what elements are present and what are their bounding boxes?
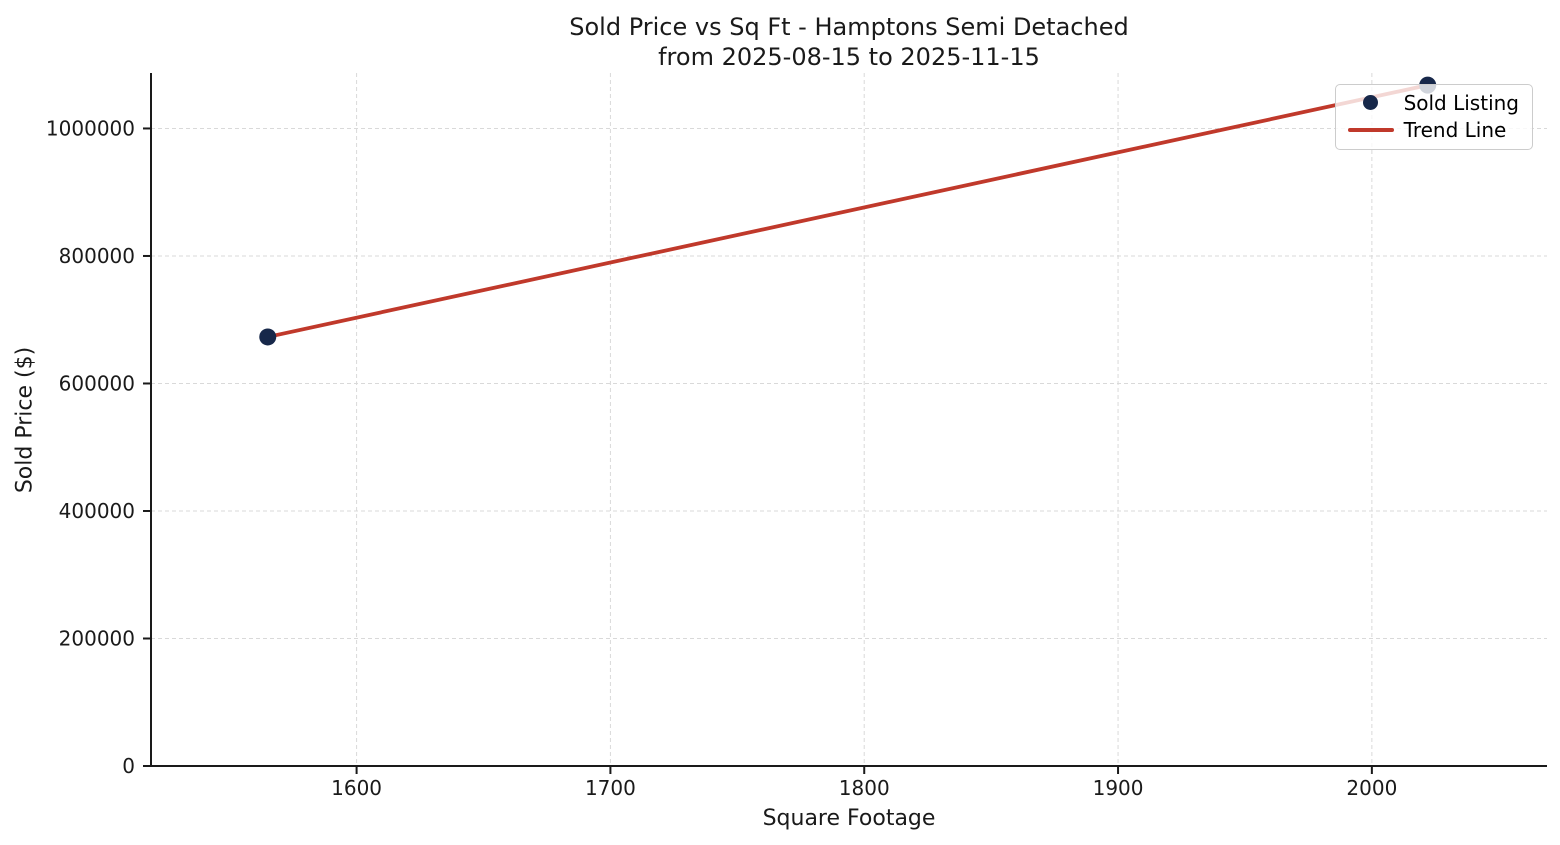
- trend-line: [265, 83, 1430, 339]
- x-tick-label: 1800: [839, 776, 890, 800]
- y-axis-label: Sold Price ($): [12, 346, 38, 494]
- legend-handle: [1345, 127, 1397, 132]
- chart-title: Sold Price vs Sq Ft - Hamptons Semi Deta…: [569, 13, 1129, 41]
- y-tick-label: 1000000: [46, 116, 135, 140]
- trend-line-icon: [1347, 127, 1394, 132]
- y-tick-label: 200000: [59, 626, 135, 650]
- x-tick-label: 1900: [1093, 776, 1144, 800]
- y-tick-label: 0: [122, 754, 135, 778]
- chart-subtitle: from 2025-08-15 to 2025-11-15: [658, 43, 1040, 71]
- legend-label-trend-line: Trend Line: [1403, 117, 1507, 142]
- legend-item-sold-listing: Sold Listing: [1345, 89, 1519, 116]
- x-tick-label: 1700: [585, 776, 636, 800]
- chart-title-block: Sold Price vs Sq Ft - Hamptons Semi Deta…: [151, 12, 1547, 72]
- legend-item-trend-line: Trend Line: [1345, 116, 1519, 143]
- legend: Sold Listing Trend Line: [1334, 84, 1533, 150]
- y-tick-label: 400000: [59, 499, 135, 523]
- x-tick-label: 2000: [1346, 776, 1397, 800]
- legend-handle: [1345, 95, 1397, 110]
- x-tick-label: 1600: [331, 776, 382, 800]
- y-tick-label: 600000: [59, 371, 135, 395]
- x-axis-label: Square Footage: [762, 806, 936, 831]
- sold-listing-marker-icon: [1363, 95, 1379, 110]
- y-tick-label: 800000: [59, 244, 135, 268]
- scatter-point: [259, 328, 277, 346]
- legend-label-sold-listing: Sold Listing: [1403, 90, 1519, 115]
